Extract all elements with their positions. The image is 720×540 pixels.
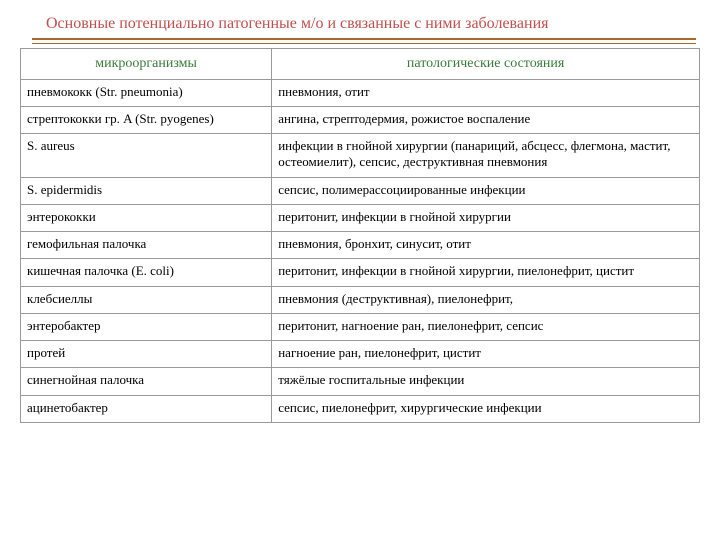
cell-organism: S. epidermidis xyxy=(21,177,272,204)
table-row: кишечная палочка (E. coli)перитонит, инф… xyxy=(21,259,700,286)
table-header-row: микроорганизмы патологические состояния xyxy=(21,49,700,80)
cell-condition: перитонит, нагноение ран, пиелонефрит, с… xyxy=(272,313,700,340)
cell-organism: пневмококк (Str. pneumonia) xyxy=(21,79,272,106)
cell-organism: клебсиеллы xyxy=(21,286,272,313)
col-header-condition: патологические состояния xyxy=(272,49,700,80)
cell-condition: перитонит, инфекции в гнойной хирургии, … xyxy=(272,259,700,286)
cell-condition: пневмония (деструктивная), пиелонефрит, xyxy=(272,286,700,313)
slide: Основные потенциально патогенные м/о и с… xyxy=(0,0,720,540)
table-row: стрептококки гр. A (Str. pyogenes)ангина… xyxy=(21,106,700,133)
cell-organism: кишечная палочка (E. coli) xyxy=(21,259,272,286)
cell-condition: перитонит, инфекции в гнойной хирургии xyxy=(272,204,700,231)
cell-organism: S. aureus xyxy=(21,134,272,178)
pathogen-table: микроорганизмы патологические состояния … xyxy=(20,48,700,423)
table-row: клебсиеллыпневмония (деструктивная), пие… xyxy=(21,286,700,313)
table-body: пневмококк (Str. pneumonia)пневмония, от… xyxy=(21,79,700,422)
cell-organism: синегнойная палочка xyxy=(21,368,272,395)
table-row: энтеробактерперитонит, нагноение ран, пи… xyxy=(21,313,700,340)
page-title: Основные потенциально патогенные м/о и с… xyxy=(32,14,696,34)
col-header-organism: микроорганизмы xyxy=(21,49,272,80)
table-row: S. aureusинфекции в гнойной хирургии (па… xyxy=(21,134,700,178)
cell-condition: ангина, стрептодермия, рожистое воспален… xyxy=(272,106,700,133)
cell-condition: тяжёлые госпитальные инфекции xyxy=(272,368,700,395)
cell-condition: нагноение ран, пиелонефрит, цистит xyxy=(272,341,700,368)
title-rule: Основные потенциально патогенные м/о и с… xyxy=(32,14,696,40)
cell-organism: энтеробактер xyxy=(21,313,272,340)
cell-condition: инфекции в гнойной хирургии (панариций, … xyxy=(272,134,700,178)
cell-condition: сепсис, полимерассоциированные инфекции xyxy=(272,177,700,204)
cell-condition: сепсис, пиелонефрит, хирургические инфек… xyxy=(272,395,700,422)
table-row: пневмококк (Str. pneumonia)пневмония, от… xyxy=(21,79,700,106)
cell-organism: протей xyxy=(21,341,272,368)
cell-condition: пневмония, бронхит, синусит, отит xyxy=(272,232,700,259)
cell-organism: ацинетобактер xyxy=(21,395,272,422)
cell-organism: энтерококки xyxy=(21,204,272,231)
table-row: ацинетобактерсепсис, пиелонефрит, хирург… xyxy=(21,395,700,422)
cell-organism: гемофильная палочка xyxy=(21,232,272,259)
table-row: протейнагноение ран, пиелонефрит, цистит xyxy=(21,341,700,368)
cell-condition: пневмония, отит xyxy=(272,79,700,106)
table-row: энтерококкиперитонит, инфекции в гнойной… xyxy=(21,204,700,231)
cell-organism: стрептококки гр. A (Str. pyogenes) xyxy=(21,106,272,133)
table-row: гемофильная палочкапневмония, бронхит, с… xyxy=(21,232,700,259)
table-row: синегнойная палочкатяжёлые госпитальные … xyxy=(21,368,700,395)
table-row: S. epidermidisсепсис, полимерассоциирова… xyxy=(21,177,700,204)
